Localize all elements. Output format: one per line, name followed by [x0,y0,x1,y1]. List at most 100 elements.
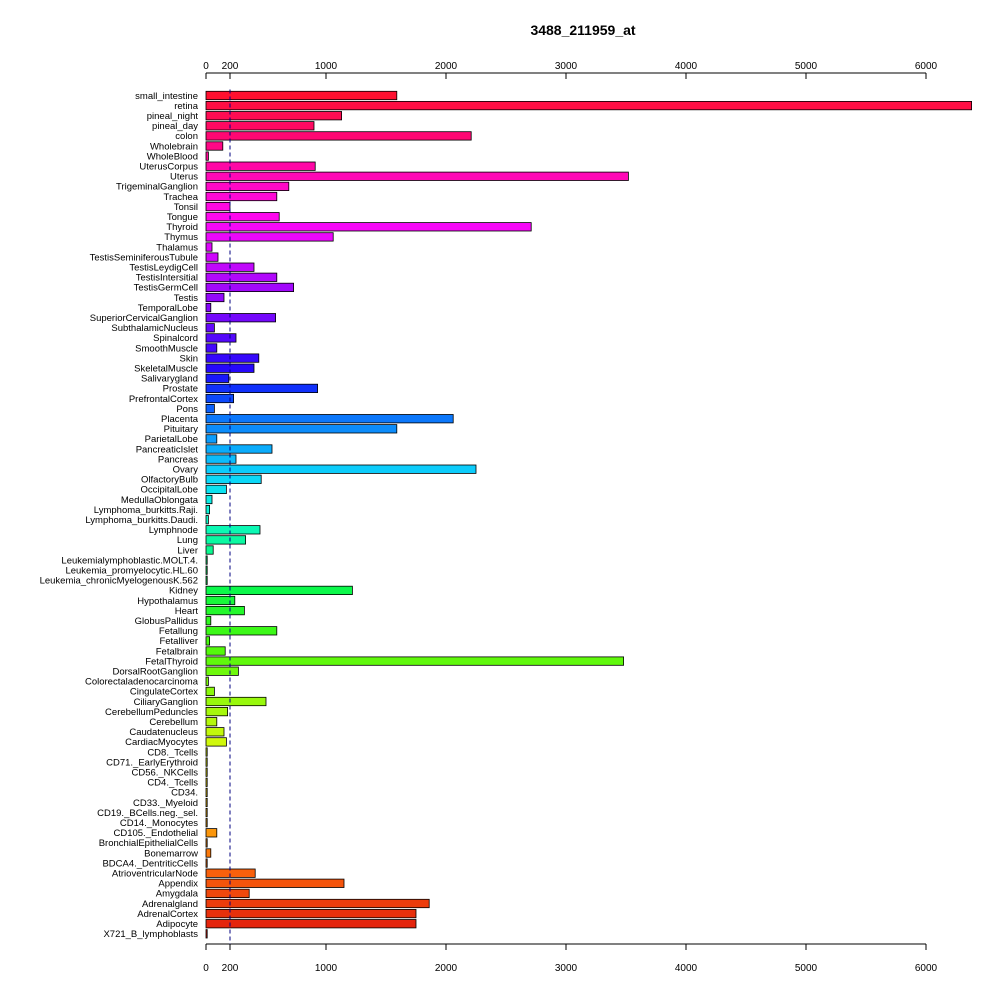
category-label: PancreaticIslet [136,444,199,455]
bar [205,161,316,171]
bottom-x-tick-label: 3000 [555,963,578,974]
bar [205,585,353,596]
bottom-x-axis: 0 200 1000 2000 3000 4000 5000 6000 [203,943,938,974]
category-label: AtrioventricularNode [112,869,198,880]
bar [205,313,276,323]
bar [205,424,398,434]
bar [205,777,208,787]
top-x-tick-label: 1000 [315,61,338,72]
bar [205,595,236,606]
bar [205,201,231,212]
bar [205,888,250,899]
category-label: TestisSeminiferousTubule [90,252,198,263]
category-label: ParietalLobe [145,434,198,445]
category-label: Pituitary [164,424,199,435]
category-label: Tonsil [174,202,198,213]
category-label: CD71._EarlyErythroid [106,757,198,768]
category-label: Kidney [169,586,198,597]
bar [205,636,210,646]
top-x-axis: 0 200 1000 2000 3000 4000 5000 6000 [203,61,938,79]
category-label: Wholebrain [150,141,198,152]
bottom-x-tick-label: 200 [222,963,239,974]
bar [205,232,334,242]
category-label: TemporalLobe [138,303,198,314]
chart-title: 3488_211959_at [530,22,635,38]
category-label: Caudatenucleus [129,727,198,738]
category-label: CD56._NKCells [131,768,198,779]
category-label: retina [174,101,198,112]
category-label: Appendix [158,879,198,890]
category-label: WholeBlood [147,151,198,162]
bar [205,545,214,555]
category-label: Amygdala [156,889,199,900]
category-label: Skin [180,353,198,364]
top-x-tick-label: 6000 [915,61,938,72]
bar [205,575,208,585]
bar [205,151,209,161]
category-label: Hypothalamus [137,596,198,607]
bar [205,252,219,262]
bar [205,222,532,232]
top-x-tick-label: 200 [222,61,239,72]
category-label: AdrenalCortex [137,909,198,920]
category-label: PrefrontalCortex [129,394,198,405]
bar [205,878,345,888]
bar [205,242,213,252]
category-label: Cerebellum [149,717,198,728]
bar [205,171,629,181]
bar [205,121,315,131]
bar [205,141,224,151]
bar [205,919,417,929]
category-label: Lymphoma_burkitts.Daudi. [85,515,198,526]
bar [205,787,208,798]
bar [205,565,208,575]
category-label: Trachea [164,192,199,203]
category-label: Bonemarrow [144,848,198,859]
bar [205,343,218,353]
bar [205,616,212,626]
category-label: pineal_night [147,111,199,122]
bar [205,353,260,363]
bar [205,797,208,808]
bar [205,737,227,747]
category-label: CD4._Tcells [147,778,198,789]
bar [205,555,208,565]
bottom-x-tick-label: 6000 [915,963,938,974]
category-labels: small_intestineretinapineal_nightpineal_… [40,91,199,940]
category-label: SmoothMuscle [135,343,198,354]
bar [205,111,343,121]
category-label: Testis [174,293,199,304]
bar-series [205,90,972,939]
category-label: Placenta [161,414,199,425]
category-label: UterusCorpus [139,162,198,173]
bar [205,808,208,818]
category-label: Colorectaladenocarcinoma [85,677,199,688]
category-label: CD33._Myeloid [133,798,198,809]
category-label: Pons [176,404,198,415]
category-label: Spinalcord [153,333,198,344]
category-label: Leukemia_chronicMyelogenousK.562 [40,576,198,587]
category-label: BronchialEpithelialCells [99,838,199,849]
bar [205,292,225,303]
category-label: Fetallung [159,626,198,637]
category-label: CD105._Endothelial [113,828,198,839]
bar [205,606,245,616]
bar [205,403,215,414]
category-label: GlobusPallidus [135,616,199,627]
category-label: Uterus [170,172,198,183]
bar [205,686,215,697]
category-label: Lung [177,535,198,546]
top-x-tick-label: 4000 [675,61,698,72]
category-label: OccipitalLobe [140,485,198,496]
bar [205,484,227,495]
bar [205,464,477,474]
bar [205,302,212,313]
bar [205,272,278,282]
category-label: Adrenalgland [142,899,198,910]
category-label: OlfactoryBulb [141,475,198,486]
category-label: BDCA4._DentriticCells [102,858,198,869]
bar [205,323,215,333]
bar [205,191,278,202]
category-label: Thyroid [166,222,198,233]
category-label: Fetalliver [159,636,198,647]
